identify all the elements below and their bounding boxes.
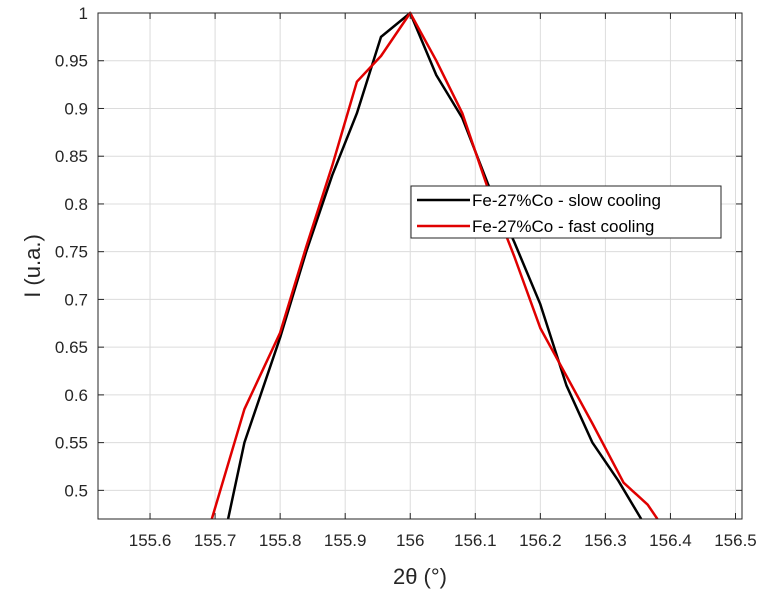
x-tick-label: 155.6: [129, 531, 172, 550]
x-tick-label: 156.5: [714, 531, 757, 550]
x-tick-label: 155.8: [259, 531, 302, 550]
legend-box: [410, 185, 722, 239]
series-lines: [210, 11, 659, 519]
y-tick-label: 0.85: [55, 147, 88, 166]
y-tick-label: 0.7: [64, 290, 88, 309]
x-axis-ticks: 155.6 155.7 155.8 155.9 156 156.1 156.2 156.3 15…: [129, 13, 757, 550]
y-tick-label: 0.6: [64, 386, 88, 405]
y-tick-label: 0.75: [55, 243, 88, 262]
x-tick-label: 155.7: [194, 531, 237, 550]
x-tick-label: 156.2: [519, 531, 562, 550]
y-tick-label: 0.8: [64, 195, 88, 214]
series-line-fast-cooling: [210, 11, 659, 519]
x-axis-label: 2θ (°): [393, 564, 447, 589]
x-tick-label: 156.4: [649, 531, 692, 550]
x-tick-label: 156.1: [454, 531, 497, 550]
y-tick-label: 1: [79, 4, 88, 23]
y-axis-ticks: 0.5 0.55 0.6 0.65 0.7 0.75 0.8 0.85 0.9 0.95 1: [55, 4, 742, 500]
plot-area-frame: [97, 12, 743, 520]
grid-lines: [98, 12, 742, 519]
y-tick-label: 0.55: [55, 434, 88, 453]
y-tick-label: 0.5: [64, 481, 88, 500]
x-tick-label: 156: [396, 531, 424, 550]
y-tick-label: 0.9: [64, 99, 88, 118]
y-tick-label: 0.65: [55, 338, 88, 357]
legend-label-fast-cooling: Fe-27%Co - fast cooling: [472, 217, 654, 236]
x-tick-label: 156.3: [584, 531, 627, 550]
legend: Fe-27%Co - slow cooling Fe-27%Co - fast …: [410, 185, 722, 239]
series-line-slow-cooling: [226, 11, 643, 519]
y-axis-label: I (u.a.): [20, 234, 45, 298]
legend-label-slow-cooling: Fe-27%Co - slow cooling: [472, 191, 661, 210]
x-tick-label: 155.9: [324, 531, 367, 550]
y-tick-label: 0.95: [55, 52, 88, 71]
